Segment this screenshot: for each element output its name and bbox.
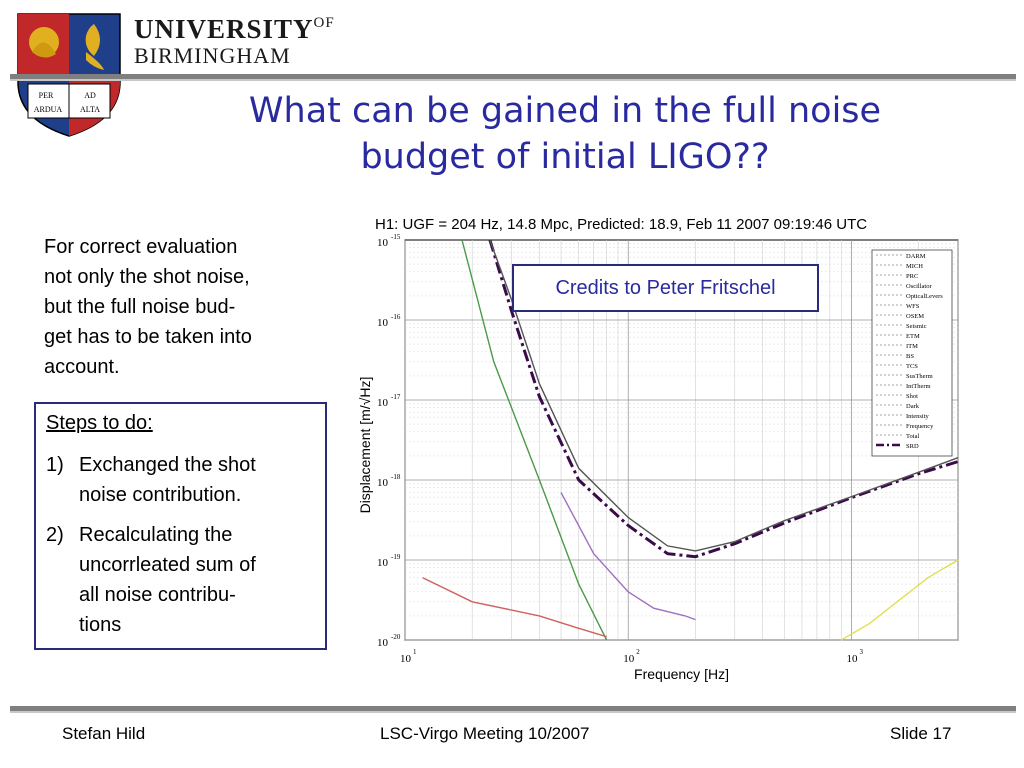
legend-entry: Shot [906,393,918,400]
legend-entry: Dark [906,403,920,410]
crest-motto-ardua: ARDUA [34,105,63,114]
footer-divider [10,706,1016,713]
x-tick-exponent: 3 [859,648,863,656]
chart-title: H1: UGF = 204 Hz, 14.8 Mpc, Predicted: 1… [375,216,868,233]
legend-entry: Frequency [906,423,934,430]
step-line: tions [79,614,122,636]
legend-entry: BS [906,353,914,360]
series-line-dark [422,577,607,638]
legend-entry: PRC [906,273,918,280]
footer-author: Stefan Hild [62,724,146,743]
y-axis-label: Displacement [m/√Hz] [357,377,373,514]
legend-entry: OSEM [906,313,924,320]
university-wordmark: UNIVERSITYOF BIRMINGHAM [134,16,335,67]
y-tick-label: 10 [377,237,389,249]
slide-title: What can be gained in the full noise bud… [165,88,965,180]
slide-title-line2: budget of initial LIGO?? [360,137,770,177]
y-tick-exponent: -17 [391,393,401,401]
crest-motto-per: PER [39,91,54,100]
step-number: 2) [46,524,64,546]
crest-motto-alta: ALTA [80,105,100,114]
y-tick-label: 10 [377,477,389,489]
legend-entry: Seismic [906,323,927,330]
step-line: Exchanged the shot [79,454,256,476]
y-tick-label: 10 [377,397,389,409]
series-line-frequency [840,559,959,641]
step-line: all noise contribu- [79,584,236,606]
legend-entry: SRD [906,443,919,450]
university-of: OF [313,15,335,31]
intro-line: not only the shot noise, [44,266,250,288]
legend-entry: Total [906,433,919,440]
university-name-line1: UNIVERSITY [134,14,314,44]
steps-box: Steps to do: 1) Exchanged the shot noise… [34,402,327,650]
legend-entry: MICH [906,263,923,270]
legend-entry: OpticalLevers [906,293,943,300]
x-tick-label: 10 [623,653,635,665]
footer-meeting: LSC-Virgo Meeting 10/2007 [380,724,590,743]
x-tick-label: 10 [400,653,412,665]
x-axis-label: Frequency [Hz] [634,666,729,682]
legend-entry: ITM [906,343,918,350]
x-tick-label: 10 [846,653,858,665]
credits-box: Credits to Peter Fritschel [512,264,819,312]
legend-entry: ETM [906,333,920,340]
steps-heading: Steps to do: [46,412,153,434]
intro-paragraph: For correct evaluation not only the shot… [44,232,324,382]
legend-entry: TCS [906,363,918,370]
step-line: noise contribution. [79,484,242,506]
header-divider [10,74,1016,81]
crest-motto-ad: AD [84,91,96,100]
university-name-line2: BIRMINGHAM [134,43,291,68]
legend-entry: DARM [906,253,926,260]
intro-line: but the full noise bud- [44,296,236,318]
legend-entry: SusTherm [906,373,933,380]
legend-entry: Oscillator [906,283,932,290]
y-tick-exponent: -18 [391,473,401,481]
legend-entry: Intensity [906,413,929,420]
y-tick-label: 10 [377,637,389,649]
step-line: Recalculating the [79,524,233,546]
y-tick-exponent: -15 [391,233,401,241]
slide-title-line1: What can be gained in the full noise [248,91,882,131]
x-tick-exponent: 1 [413,648,417,656]
y-tick-exponent: -20 [391,633,401,641]
y-tick-label: 10 [377,557,389,569]
intro-line: For correct evaluation [44,236,238,258]
series-line-shot [560,492,696,621]
y-tick-exponent: -16 [391,313,401,321]
legend-entry: IntTherm [906,383,931,390]
x-tick-exponent: 2 [636,648,640,656]
step-number: 1) [46,454,64,476]
intro-line: get has to be taken into [44,326,252,348]
y-tick-exponent: -19 [391,553,401,561]
footer-slide-number: Slide 17 [890,724,952,743]
legend-box [871,249,953,457]
university-crest-logo: PER AD ARDUA ALTA [17,13,121,137]
intro-line: account. [44,356,120,378]
step-line: uncorrleated sum of [79,554,256,576]
legend-entry: WFS [906,303,920,310]
y-tick-label: 10 [377,317,389,329]
